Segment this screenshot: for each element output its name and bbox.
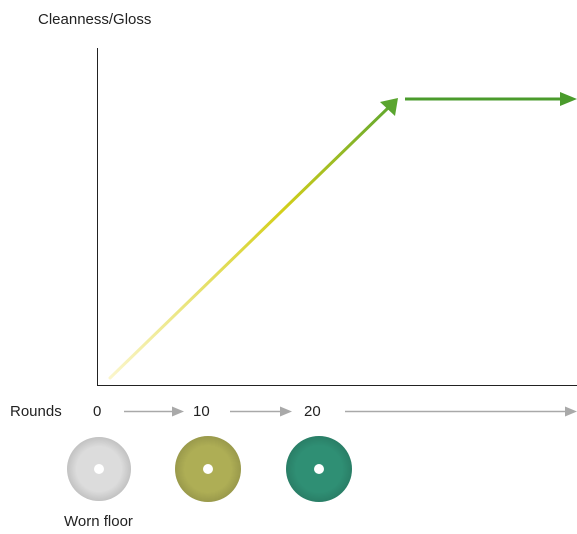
round-tick-0: 0 <box>93 403 102 420</box>
round-arrow-2 <box>230 406 292 417</box>
x-axis-label: Rounds <box>10 403 62 420</box>
plateau-arrowhead <box>560 92 577 106</box>
white-pad-icon <box>67 437 131 501</box>
rising-arrowhead <box>380 98 398 116</box>
y-axis-label: Cleanness/Gloss <box>38 11 152 28</box>
worn-floor-caption: Worn floor <box>64 513 133 530</box>
round-tick-10: 10 <box>193 403 210 420</box>
rising-line <box>108 106 390 380</box>
round-tick-20: 20 <box>304 403 321 420</box>
teal-pad-icon <box>286 436 352 502</box>
olive-pad-icon <box>175 436 241 502</box>
round-arrow-3 <box>345 406 577 417</box>
round-arrow-1 <box>124 406 184 417</box>
